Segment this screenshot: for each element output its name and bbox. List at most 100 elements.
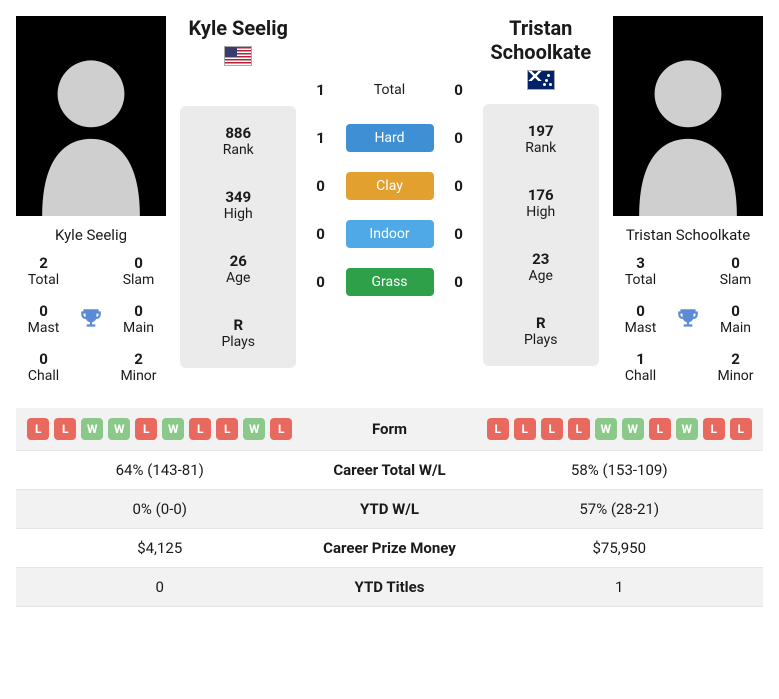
player1-photo	[16, 16, 166, 216]
form-badge: L	[135, 418, 157, 440]
form-badge: L	[189, 418, 211, 440]
title-total: 3Total	[613, 254, 668, 288]
stats-table: LLWWLWLLWLFormLLLLWWLWLL64% (143-81)Care…	[16, 408, 763, 607]
stats-left: LLWWLWLLWL	[20, 418, 300, 440]
form-badge: L	[568, 418, 590, 440]
title-main: 0Main	[708, 302, 763, 336]
form-badge: L	[54, 418, 76, 440]
stats-left: $4,125	[20, 539, 300, 557]
player1-column: Kyle Seelig 2Total 0Slam 0Mast 0Main 0Ch…	[16, 16, 166, 384]
title-total: 2Total	[16, 254, 71, 288]
title-main: 0Main	[111, 302, 166, 336]
form-badges-p1: LLWWLWLLWL	[27, 418, 292, 440]
flag-us-icon	[224, 46, 252, 66]
player2-column: Tristan Schoolkate 3Total 0Slam 0Mast 0M…	[613, 16, 763, 384]
player1-title-grid: 2Total 0Slam 0Mast 0Main 0Chall 2Minor	[16, 254, 166, 384]
form-badge: W	[108, 418, 130, 440]
h2h-row: 0 Clay 0	[311, 172, 469, 200]
player2-name-small: Tristan Schoolkate	[626, 226, 750, 244]
stats-right: 1	[480, 578, 760, 596]
player2-side-stack: Tristan Schoolkate 197Rank 176High 23Age…	[483, 16, 599, 366]
form-badge: L	[649, 418, 671, 440]
form-badge: L	[703, 418, 725, 440]
stats-label: Career Total W/L	[300, 461, 480, 479]
form-badge: L	[270, 418, 292, 440]
h2h-row: 0 Indoor 0	[311, 220, 469, 248]
h2h-center: 1Total01Hard00Clay00Indoor00Grass0	[311, 16, 469, 296]
player2-plays: RPlays	[524, 314, 558, 348]
form-badge: W	[622, 418, 644, 440]
player2-photo	[613, 16, 763, 216]
player1-name-header: Kyle Seelig	[189, 16, 288, 40]
h2h-score-p2: 0	[449, 225, 469, 243]
stats-row: 0% (0-0)YTD W/L57% (28-21)	[16, 490, 763, 529]
stats-left: 0% (0-0)	[20, 500, 300, 518]
stats-label: Form	[300, 420, 480, 438]
h2h-score-p2: 0	[449, 177, 469, 195]
form-badge: L	[27, 418, 49, 440]
stats-right: 58% (153-109)	[480, 461, 760, 479]
h2h-score-p2: 0	[449, 81, 469, 99]
stats-left: 64% (143-81)	[20, 461, 300, 479]
stats-right: 57% (28-21)	[480, 500, 760, 518]
silhouette-icon	[26, 36, 156, 216]
h2h-row: 1Hard0	[311, 124, 469, 152]
h2h-score-p1: 1	[311, 129, 331, 147]
title-slam: 0Slam	[111, 254, 166, 288]
stats-right: $75,950	[480, 539, 760, 557]
player1-age: 26Age	[226, 252, 250, 286]
trophy-icon	[668, 306, 708, 332]
flag-au-icon	[527, 70, 555, 90]
stats-label: YTD W/L	[300, 500, 480, 518]
player1-name-small: Kyle Seelig	[55, 226, 127, 244]
form-badge: L	[216, 418, 238, 440]
h2h-list: 1Total01Hard00Clay00Indoor00Grass0	[311, 76, 469, 296]
form-badge: W	[81, 418, 103, 440]
player1-flag	[224, 46, 252, 66]
form-badge: L	[541, 418, 563, 440]
h2h-score-p1: 0	[311, 273, 331, 291]
h2h-surface-label: Total	[346, 76, 434, 104]
h2h-surface-label: Grass	[346, 268, 434, 296]
form-badge: W	[676, 418, 698, 440]
h2h-score-p2: 0	[449, 273, 469, 291]
h2h-surface-label: Clay	[346, 172, 434, 200]
title-chall: 1Chall	[613, 350, 668, 384]
h2h-surface-label: Indoor	[346, 220, 434, 248]
stats-row: $4,125Career Prize Money$75,950	[16, 529, 763, 568]
form-badge: L	[730, 418, 752, 440]
stats-left: 0	[20, 578, 300, 596]
player2-flag	[527, 70, 555, 90]
title-mast: 0Mast	[613, 302, 668, 336]
h2h-row: 1 Total 0	[311, 76, 469, 104]
player2-age: 23Age	[529, 250, 553, 284]
h2h-score-p2: 0	[449, 129, 469, 147]
title-mast: 0Mast	[16, 302, 71, 336]
player2-high: 176High	[526, 186, 555, 220]
player2-info-col: 197Rank 176High 23Age RPlays	[483, 104, 599, 366]
h2h-row: 0 Grass 0	[311, 268, 469, 296]
form-badge: W	[243, 418, 265, 440]
title-minor: 2Minor	[111, 350, 166, 384]
form-badges-p2: LLLLWWLWLL	[487, 418, 752, 440]
form-badge: L	[487, 418, 509, 440]
form-badge: L	[514, 418, 536, 440]
h2h-score-p1: 0	[311, 225, 331, 243]
stats-row: LLWWLWLLWLFormLLLLWWLWLL	[16, 408, 763, 451]
form-badge: W	[162, 418, 184, 440]
player1-side-stack: Kyle Seelig 886Rank 349High 26Age RPlays	[180, 16, 296, 368]
stats-label: YTD Titles	[300, 578, 480, 596]
stats-row: 0YTD Titles1	[16, 568, 763, 607]
player1-rank: 886Rank	[223, 124, 254, 158]
stats-row: 64% (143-81)Career Total W/L58% (153-109…	[16, 451, 763, 490]
form-badge: W	[595, 418, 617, 440]
silhouette-icon	[623, 36, 753, 216]
player2-title-grid: 3Total 0Slam 0Mast 0Main 1Chall 2Minor	[613, 254, 763, 384]
stats-right: LLLLWWLWLL	[480, 418, 760, 440]
player1-plays: RPlays	[221, 316, 255, 350]
player1-high: 349High	[224, 188, 253, 222]
h2h-score-p1: 0	[311, 177, 331, 195]
title-slam: 0Slam	[708, 254, 763, 288]
player1-info-col: 886Rank 349High 26Age RPlays	[180, 106, 296, 368]
h2h-score-p1: 1	[311, 81, 331, 99]
